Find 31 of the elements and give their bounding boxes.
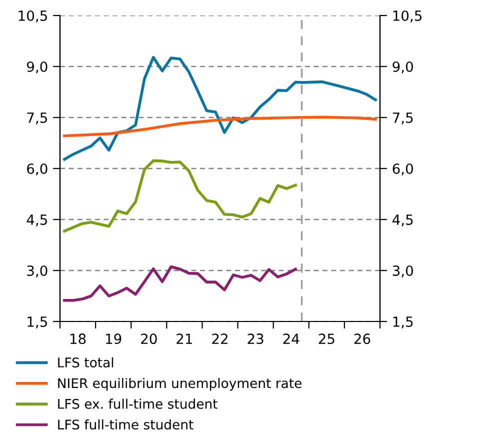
x-tick-label: 22 (212, 334, 228, 344)
legend-label: LFS total (58, 357, 114, 368)
y2-tick-label: 6,0 (392, 163, 413, 176)
y2-tick-label: 4,5 (392, 214, 413, 226)
x-tick-label: 19 (106, 334, 122, 344)
x-tick-label: 21 (176, 334, 192, 344)
y2-tick-label: 7,5 (392, 112, 413, 124)
y-tick-label: 7,5 (27, 112, 47, 124)
line-series (63, 56, 377, 161)
y-tick-label: 9,0 (26, 61, 48, 74)
x-tick-label: 18 (70, 334, 86, 344)
y2-tick-label: 9,0 (392, 61, 413, 74)
y2-tick-label: 1,5 (393, 316, 413, 328)
y-tick-label: 3,0 (27, 265, 48, 278)
y2-tick-label: 10,5 (393, 10, 422, 22)
y-tick-label: 10,5 (18, 10, 47, 22)
x-tick-label: 25 (318, 334, 334, 344)
legend-label: NIER equilibrium unemployment rate (58, 378, 302, 391)
y-tick-label: 1,5 (28, 316, 47, 328)
y-tick-label: 4,5 (26, 214, 47, 226)
x-tick-label: 20 (141, 334, 157, 344)
line-series (63, 159, 297, 232)
x-tick-label: 23 (248, 334, 264, 344)
legend-label: LFS full-time student (58, 419, 194, 430)
x-tick-label: 26 (354, 334, 370, 344)
y2-tick-label: 3,0 (392, 265, 413, 278)
x-tick-label: 24 (283, 334, 300, 344)
y-tick-label: 6,0 (27, 163, 48, 176)
line-series (63, 265, 297, 302)
line-series (63, 116, 377, 138)
legend-label: LFS ex. full-time student (58, 398, 218, 409)
